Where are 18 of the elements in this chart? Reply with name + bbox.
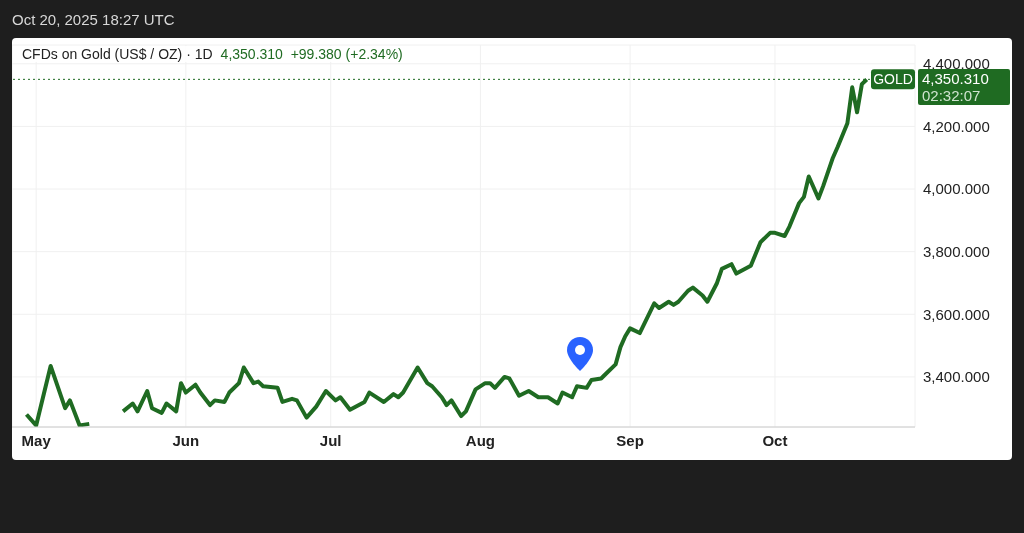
text: 4,350.310: [922, 70, 990, 88]
chart-title: CFDs on Gold (US$ / OZ) · 1D: [22, 46, 213, 62]
y-tick-label: 4,000.000: [923, 180, 990, 198]
chart-subtitle: 4,350.310 +99.380 (+2.34%): [220, 46, 403, 62]
y-tick-label: 3,400.000: [923, 368, 990, 386]
x-tick-label: Aug: [465, 431, 495, 449]
x-tick-label: Oct: [762, 431, 788, 449]
x-tick-label: Sep: [616, 431, 644, 449]
y-tick-label: 4,200.000: [923, 117, 990, 135]
y-tick-label: 3,800.000: [923, 242, 990, 260]
text: 02:32:07: [922, 87, 982, 105]
x-tick-label: May: [21, 431, 52, 449]
y-tick-label: 4,400.000: [923, 55, 990, 73]
ref-line-label: GOLD: [873, 71, 913, 88]
x-tick-label: Jun: [172, 431, 200, 449]
x-tick-label: Jul: [319, 431, 342, 449]
y-tick-label: 3,600.000: [923, 305, 990, 323]
text: Oct 20, 2025 18:27 UTC: [12, 11, 175, 28]
